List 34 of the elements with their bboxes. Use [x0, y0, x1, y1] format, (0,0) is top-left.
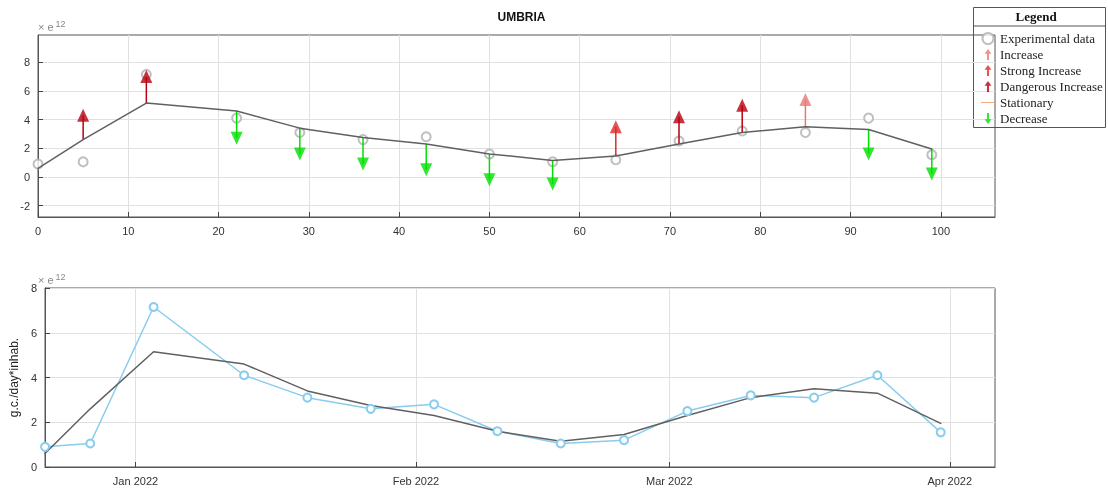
- x-tick-label: 10: [122, 224, 135, 237]
- legend-label: Increase: [1000, 47, 1044, 62]
- y-tick-label: 0: [23, 170, 30, 183]
- x-tick-label: Mar 2022: [646, 474, 693, 487]
- legend-label: Stationary: [1000, 95, 1054, 110]
- x-tick-label: 90: [844, 224, 857, 237]
- y-axis-title: g.c./day*inhab.: [7, 337, 21, 418]
- legend-label: Dangerous Increase: [1000, 79, 1104, 94]
- legend-label: Strong Increase: [1000, 63, 1082, 78]
- x-tick-label: Jan 2022: [112, 474, 159, 487]
- y-tick-label: 4: [23, 113, 30, 126]
- y-tick-label: 4: [30, 371, 38, 384]
- x-tick-label: 100: [931, 224, 951, 237]
- y-tick-label: 8: [30, 282, 38, 294]
- x-tick-label: Feb 2022: [392, 474, 440, 487]
- legend-label: Experimental data: [1000, 31, 1096, 46]
- x-tick-label: 80: [754, 224, 767, 237]
- y-tick-label: 6: [30, 326, 38, 339]
- legend-title: Legend: [1015, 9, 1058, 24]
- y-tick-label: 0: [30, 461, 38, 473]
- y-tick-label: 8: [23, 56, 30, 69]
- y-tick-label: 2: [23, 142, 30, 155]
- legend-label: Decrease: [1000, 111, 1048, 126]
- x-tick-label: 30: [302, 224, 315, 237]
- y-tick-label: -2: [20, 199, 30, 212]
- x-tick-label: 50: [483, 224, 496, 237]
- x-tick-label: Apr 2022: [927, 474, 973, 487]
- x-tick-label: 70: [663, 224, 677, 237]
- y-tick-label: 6: [23, 84, 30, 97]
- chart-title: UMBRIA: [497, 10, 546, 24]
- x-tick-label: 60: [573, 224, 586, 237]
- y-tick-label: 2: [30, 416, 38, 429]
- x-tick-label: 20: [212, 224, 225, 237]
- x-tick-label: 40: [393, 224, 406, 237]
